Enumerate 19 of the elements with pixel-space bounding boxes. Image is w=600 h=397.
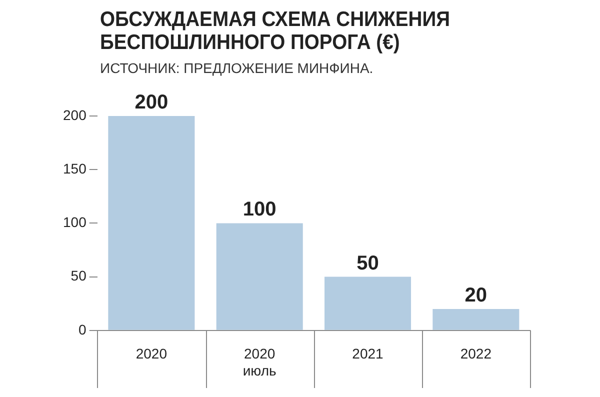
data-label: 20 [464, 284, 488, 306]
y-tick-label: 50 [70, 268, 87, 284]
y-tick-label: 150 [63, 160, 87, 176]
x-tick-label: 2020 [136, 346, 168, 362]
y-tick-label: 0 [78, 321, 87, 338]
data-label: 100 [242, 198, 276, 221]
data-label: 200 [134, 92, 168, 114]
x-tick-label: 2022 [460, 346, 492, 362]
chart-title: ОБСУЖДАЕМАЯ СХЕМА СНИЖЕНИЯ БЕСПОШЛИННОГО ПОРОГА (€) [100, 8, 452, 54]
bar [216, 223, 303, 330]
bar [432, 308, 520, 330]
y-tick-label: 100 [63, 214, 87, 230]
chart-subtitle: ИСТОЧНИК: ПРЕДЛОЖЕНИЕ МИНФИНА. [100, 60, 374, 76]
x-tick-label: 2020 июль [242, 346, 276, 378]
y-tick-label: 200 [63, 106, 87, 123]
data-label: 50 [356, 252, 379, 274]
x-tick-label: 2021 [352, 346, 384, 362]
bar [108, 116, 195, 330]
bar [324, 276, 412, 330]
